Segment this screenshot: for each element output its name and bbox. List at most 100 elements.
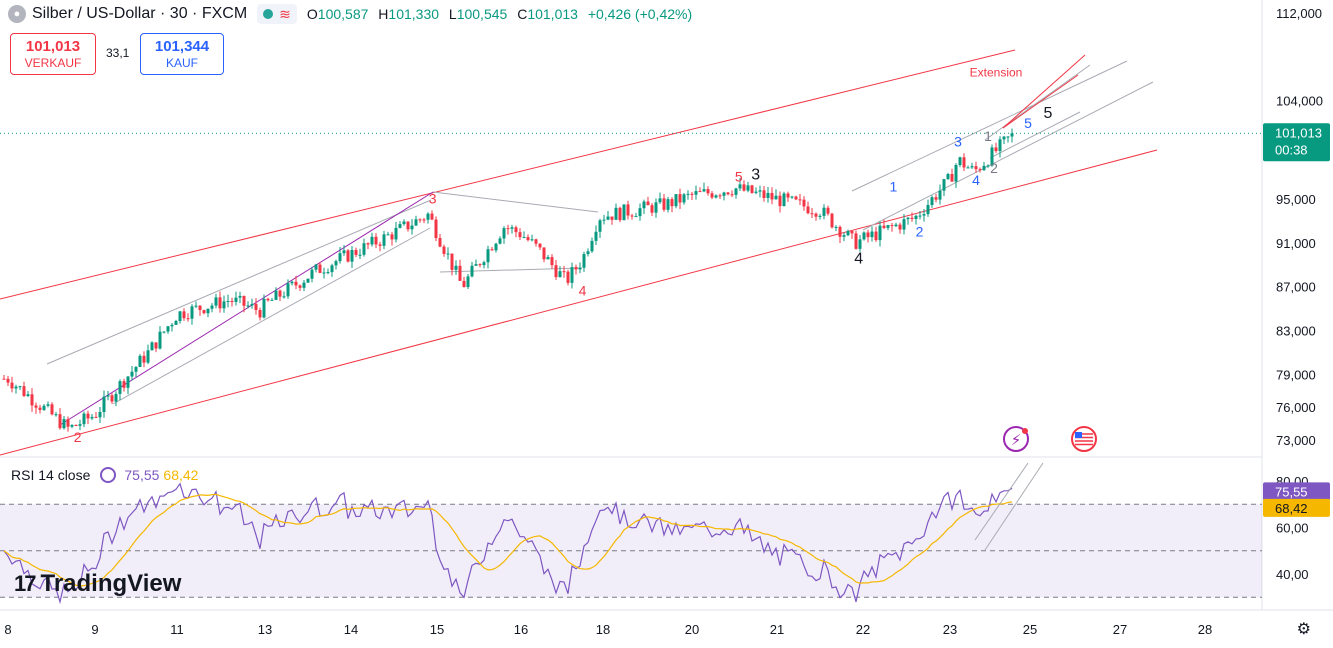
candle-body [702, 189, 706, 192]
candle-body [802, 199, 806, 207]
candle-body [126, 376, 130, 388]
candle-body [570, 267, 574, 283]
triangle-lower-line [439, 267, 583, 273]
candle-body [498, 238, 502, 244]
wave-label: 1 [890, 178, 898, 194]
candle-body [58, 414, 62, 429]
rsi-settings-icon[interactable] [100, 467, 117, 483]
candle-body [962, 157, 966, 168]
candle-body [818, 215, 822, 217]
candle-body [990, 147, 994, 166]
price-axis: 112,000 104,000 95,000 91,000 87,000 83,000 79… [1276, 6, 1323, 448]
candle-body [622, 204, 626, 221]
candle-body [166, 326, 170, 332]
small-channel-upper-line [984, 64, 1091, 141]
candle-body [146, 350, 150, 363]
candle-body [434, 219, 438, 239]
candle-body [690, 193, 694, 195]
candle-body [54, 414, 58, 416]
candle-body [798, 199, 802, 201]
candle-body [50, 404, 54, 415]
candle-body [694, 191, 698, 195]
candle-body [610, 216, 614, 220]
candle-body [902, 219, 906, 230]
candle-body [598, 220, 602, 232]
candle-body [942, 179, 946, 191]
candle-body [414, 219, 418, 226]
candle-body [662, 198, 666, 210]
candle-body [246, 305, 250, 307]
candle-body [774, 195, 778, 200]
candle-body [918, 215, 922, 217]
time-tick-label: 11 [170, 622, 184, 637]
candle-body [746, 185, 750, 191]
candle-body [898, 224, 902, 230]
candle-body [822, 207, 826, 216]
candle-body [954, 165, 958, 182]
candle-body [230, 300, 234, 302]
candle-body [306, 278, 310, 283]
candle-body [378, 244, 382, 246]
candle-body [634, 216, 638, 218]
candle-body [510, 227, 514, 229]
candle-body [106, 395, 110, 397]
rsi-ma-value: 68,42 [163, 467, 199, 483]
market-status-pill[interactable]: ≋ [257, 4, 297, 24]
candle-body [538, 243, 542, 248]
candle-body [186, 318, 190, 320]
candle-body [178, 311, 182, 321]
candle-body [542, 247, 546, 260]
candle-body [2, 378, 6, 380]
candle-body [522, 237, 526, 239]
candle-body [238, 295, 242, 298]
candle-body [282, 296, 286, 298]
price-tick-label: 76,000 [1276, 400, 1316, 415]
time-tick-label: 28 [1198, 622, 1212, 637]
candle-body [714, 195, 718, 198]
candle-body [546, 257, 550, 260]
candle-body [806, 206, 810, 214]
countdown-label: 00:38 [1275, 142, 1308, 157]
candle-body [82, 413, 86, 425]
candle-body [906, 217, 910, 220]
rsi-header[interactable]: RSI 14 close 75,55 68,42 [11, 467, 198, 483]
event-dot-icon [1022, 428, 1028, 434]
gear-icon[interactable]: ⚙ [1296, 621, 1311, 638]
rsi-ma-line [3, 493, 1013, 587]
wave-label: 4 [854, 251, 863, 268]
candle-body [606, 216, 610, 220]
lightning-event-icon[interactable] [1003, 426, 1029, 452]
candle-body [10, 382, 14, 389]
candle-body [982, 165, 986, 171]
candle-body [534, 239, 538, 244]
candle-body [262, 298, 266, 318]
candle-body [74, 424, 78, 426]
candle-body [402, 221, 406, 225]
small-channel-lower-line [989, 111, 1081, 159]
buy-button[interactable]: 101,344 KAUF [140, 33, 224, 75]
candle-body [422, 219, 426, 221]
candle-body [250, 303, 254, 306]
symbol-title[interactable]: Silber / US-Dollar · 30 · FXCM [32, 5, 248, 22]
time-tick-label: 23 [943, 622, 957, 637]
candle-body [810, 213, 814, 215]
candle-body [870, 231, 874, 238]
candle-body [650, 205, 654, 213]
time-tick-label: 25 [1023, 622, 1037, 637]
candle-body [406, 221, 410, 230]
close-value: 101,013 [527, 6, 578, 22]
candle-body [874, 231, 878, 241]
candle-body [370, 236, 374, 245]
candle-body [150, 342, 154, 351]
candle-body [26, 394, 30, 396]
time-tick-label: 9 [91, 622, 98, 637]
us-flag-event-icon[interactable] [1071, 426, 1097, 452]
candle-body [950, 174, 954, 182]
rsi-value: 75,55 [124, 467, 160, 483]
extension-line-a [1002, 54, 1086, 129]
candle-body [778, 195, 782, 207]
sell-button[interactable]: 101,013 VERKAUF [10, 33, 96, 75]
candle-body [466, 276, 470, 288]
candle-body [210, 305, 214, 309]
